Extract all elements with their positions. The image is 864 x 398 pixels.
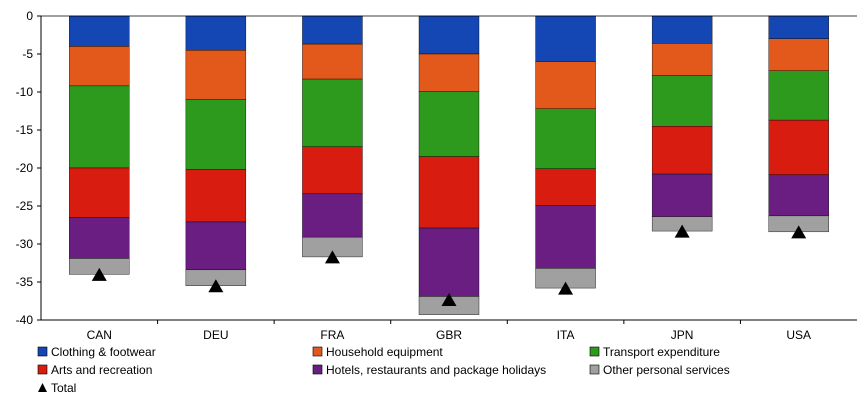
x-tick-label-gbr: GBR — [436, 328, 462, 342]
legend-swatch-clothing-footwear — [37, 346, 48, 357]
legend-label-arts-and-recreation: Arts and recreation — [51, 363, 152, 377]
total-marker-deu — [208, 279, 224, 293]
bar-deu-arts-and-recreation — [185, 169, 247, 223]
y-tick-label-minus-25: -25 — [16, 199, 34, 213]
bar-usa-household-equipment — [768, 38, 829, 71]
x-tick-label-deu: DEU — [203, 328, 228, 342]
bar-usa-transport-expenditure — [768, 70, 829, 121]
legend-label-hotels-restaurants-and-package-holidays: Hotels, restaurants and package holidays — [326, 363, 546, 377]
bar-jpn-arts-and-recreation — [651, 125, 713, 175]
bar-usa-arts-and-recreation — [768, 119, 829, 176]
bar-deu-household-equipment — [185, 50, 247, 100]
total-marker-gbr — [441, 292, 457, 306]
x-tick-label-can: CAN — [87, 328, 112, 342]
total-marker-can — [91, 267, 107, 281]
bar-jpn-clothing-footwear — [651, 15, 713, 44]
y-tick-label-minus-40: -40 — [16, 313, 34, 327]
total-marker-ita — [558, 281, 574, 295]
bar-gbr-arts-and-recreation — [418, 156, 480, 229]
bar-can-transport-expenditure — [69, 85, 130, 169]
bar-fra-clothing-footwear — [302, 15, 363, 45]
bar-fra-household-equipment — [302, 43, 363, 80]
legend-label-transport-expenditure: Transport expenditure — [603, 345, 720, 359]
y-tick-label-minus-35: -35 — [16, 275, 34, 289]
total-markers-layer — [91, 224, 807, 306]
x-tick-label-fra: FRA — [320, 328, 344, 342]
legend-label-clothing-footwear: Clothing & footwear — [51, 345, 156, 359]
bar-gbr-transport-expenditure — [418, 91, 480, 157]
y-tick-label-0: 0 — [26, 9, 33, 23]
x-tick-label-ita: ITA — [557, 328, 575, 342]
bar-ita-household-equipment — [535, 61, 596, 109]
bar-fra-transport-expenditure — [302, 78, 363, 147]
bar-gbr-hotels-restaurants-and-package-holidays — [418, 227, 480, 297]
bar-jpn-hotels-restaurants-and-package-holidays — [651, 173, 713, 217]
legend-label-total: Total — [51, 381, 76, 395]
legend: Clothing & footwear Household equipment Tr… — [37, 345, 730, 395]
legend-swatch-arts-and-recreation — [37, 364, 48, 375]
axes-layer: CAN DEU FRA GBR ITA JPN USA 0 -5 -10 -15 -20 -25 -30 -… — [16, 9, 857, 342]
x-tick-label-jpn: JPN — [671, 328, 694, 342]
y-tick-label-minus-15: -15 — [16, 123, 34, 137]
bar-gbr-household-equipment — [418, 53, 480, 92]
bar-can-household-equipment — [69, 46, 130, 87]
legend-swatch-hotels-restaurants-and-package-holidays — [312, 364, 323, 375]
bar-can-arts-and-recreation — [69, 167, 130, 218]
bar-fra-arts-and-recreation — [302, 146, 363, 195]
legend-label-other-personal-services: Other personal services — [603, 363, 730, 377]
legend-swatch-other-personal-services — [589, 364, 600, 375]
y-tick-label-minus-10: -10 — [16, 85, 34, 99]
bar-ita-hotels-restaurants-and-package-holidays — [535, 205, 596, 269]
bar-ita-arts-and-recreation — [535, 168, 596, 206]
bar-ita-transport-expenditure — [535, 108, 596, 169]
y-tick-label-minus-30: -30 — [16, 237, 34, 251]
y-tick-label-minus-5: -5 — [22, 47, 33, 61]
bar-gbr-clothing-footwear — [418, 15, 480, 55]
bar-deu-hotels-restaurants-and-package-holidays — [185, 221, 247, 271]
legend-label-household-equipment: Household equipment — [326, 345, 443, 359]
legend-swatch-total — [38, 383, 47, 392]
legend-swatch-transport-expenditure — [589, 346, 600, 357]
legend-swatch-household-equipment — [312, 346, 323, 357]
x-tick-label-usa: USA — [786, 328, 811, 342]
bar-can-hotels-restaurants-and-package-holidays — [69, 217, 130, 259]
bar-jpn-transport-expenditure — [651, 75, 713, 127]
bars-layer — [69, 15, 829, 315]
bar-can-clothing-footwear — [69, 15, 130, 47]
bar-usa-clothing-footwear — [768, 15, 829, 39]
bar-deu-clothing-footwear — [185, 15, 247, 51]
bar-usa-hotels-restaurants-and-package-holidays — [768, 174, 829, 217]
total-marker-fra — [324, 250, 340, 264]
bar-fra-hotels-restaurants-and-package-holidays — [302, 193, 363, 238]
total-marker-usa — [791, 225, 807, 239]
total-marker-jpn — [674, 224, 690, 238]
y-tick-label-minus-20: -20 — [16, 161, 34, 175]
bar-deu-transport-expenditure — [185, 99, 247, 170]
bar-jpn-household-equipment — [651, 43, 713, 76]
bar-ita-clothing-footwear — [535, 15, 596, 62]
